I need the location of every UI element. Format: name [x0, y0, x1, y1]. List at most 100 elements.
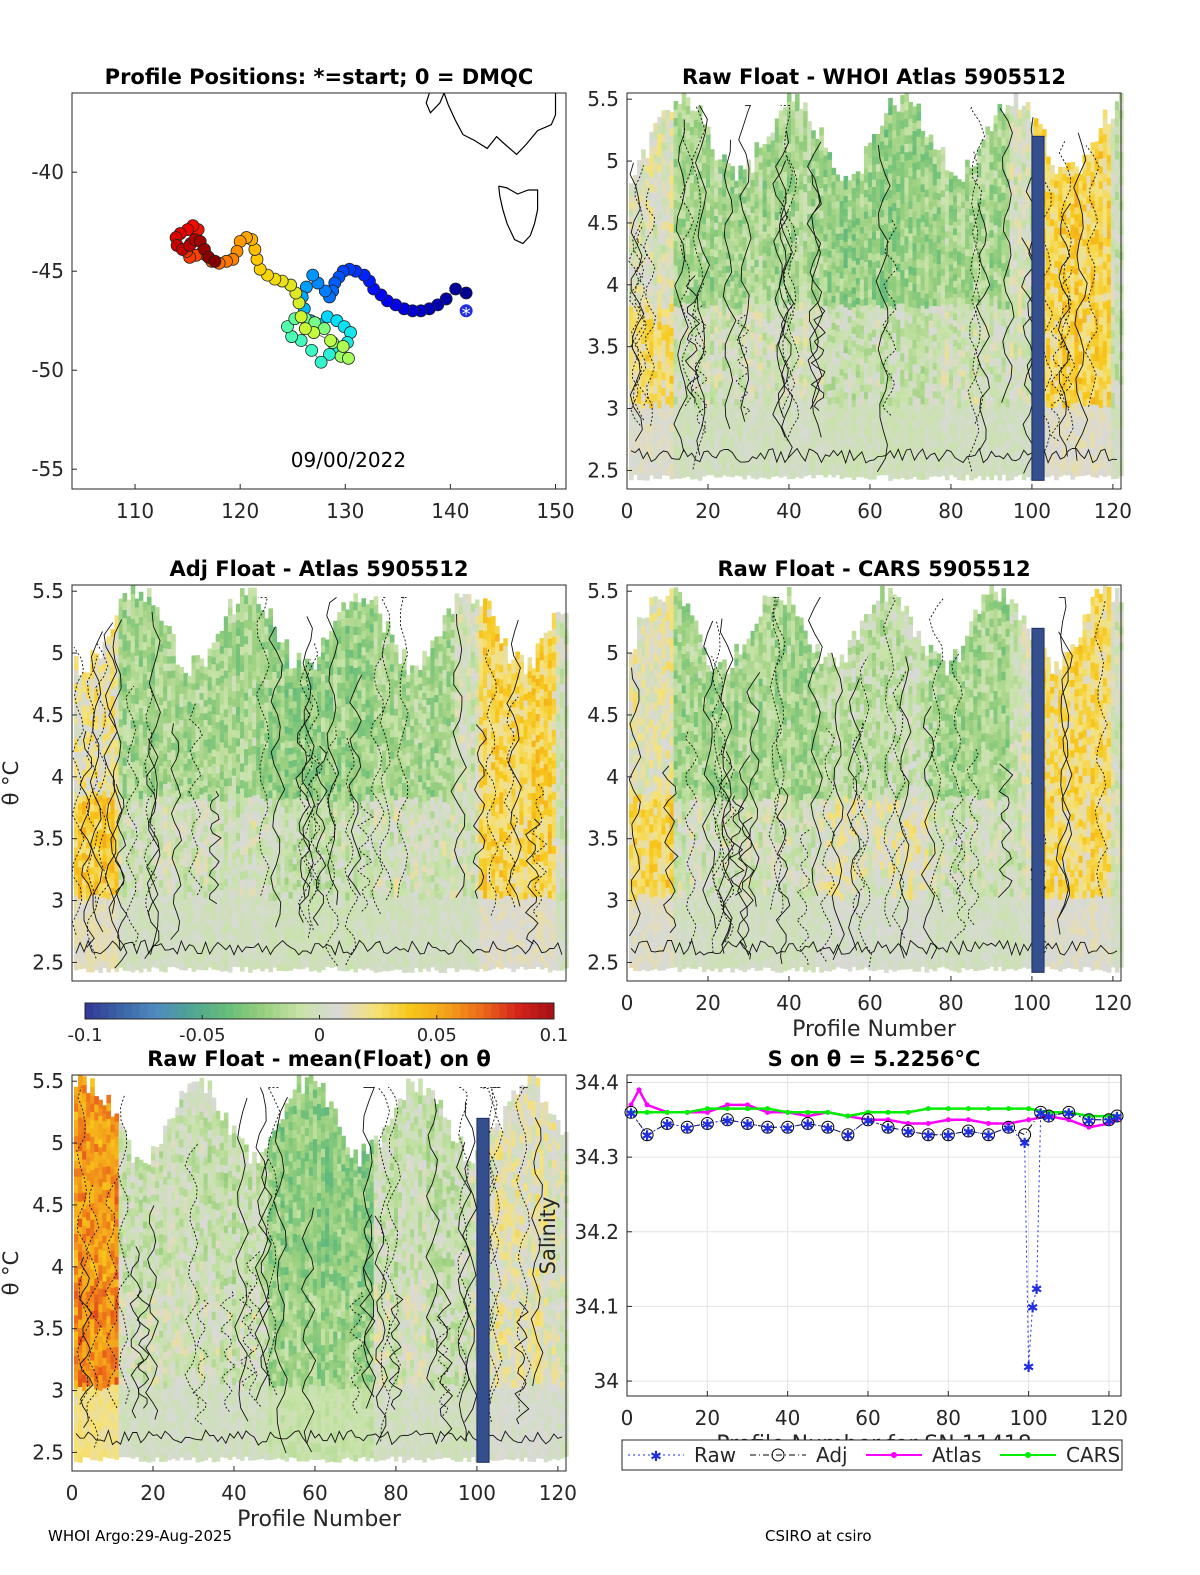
heatmap-cell	[900, 369, 905, 378]
heatmap-cell	[686, 180, 691, 189]
heatmap-cell	[925, 152, 930, 160]
heatmap-cell	[722, 196, 727, 204]
heatmap-cell	[832, 289, 837, 296]
heatmap-cell	[872, 254, 877, 262]
heatmap-cell	[848, 438, 853, 445]
heatmap-cell	[933, 376, 938, 384]
heatmap-cell	[698, 374, 703, 383]
heatmap-cell	[1050, 340, 1055, 347]
heatmap-cell	[742, 203, 747, 210]
heatmap-cell	[941, 268, 946, 276]
heatmap-cell	[657, 400, 662, 409]
heatmap-cell	[864, 355, 869, 363]
heatmap-cell	[1050, 462, 1055, 469]
heatmap-cell	[884, 215, 889, 224]
heatmap-cell	[1050, 266, 1055, 273]
heatmap-cell	[840, 194, 845, 201]
heatmap-cell	[718, 318, 723, 326]
heatmap-cell	[799, 278, 804, 287]
heatmap-cell	[767, 471, 772, 479]
heatmap-cell	[856, 364, 861, 371]
heatmap-cell	[641, 185, 646, 193]
heatmap-cell	[742, 243, 747, 250]
heatmap-cell	[852, 307, 857, 314]
heatmap-cell	[649, 296, 654, 304]
heatmap-cell	[840, 181, 845, 188]
heatmap-cell	[710, 390, 715, 398]
heatmap-cell	[872, 404, 877, 412]
heatmap-cell	[917, 365, 922, 374]
heatmap-cell	[803, 111, 808, 120]
heatmap-cell	[738, 388, 743, 395]
heatmap-cell	[823, 176, 828, 184]
heatmap-cell	[706, 429, 711, 437]
heatmap-cell	[1014, 126, 1019, 135]
heatmap-cell	[1026, 135, 1031, 144]
heatmap-cell	[908, 200, 913, 209]
heatmap-cell	[904, 320, 909, 329]
heatmap-cell	[722, 461, 727, 469]
heatmap-cell	[807, 390, 812, 398]
heatmap-cell	[674, 445, 679, 454]
heatmap-cell	[998, 349, 1003, 358]
heatmap-cell	[908, 298, 913, 307]
heatmap-cell	[787, 277, 792, 286]
heatmap-cell	[832, 175, 837, 182]
heatmap-cell	[860, 371, 865, 378]
heatmap-cell	[844, 379, 849, 386]
heatmap-cell	[799, 310, 804, 319]
heatmap-cell	[779, 190, 784, 199]
heatmap-cell	[840, 252, 845, 259]
heatmap-cell	[706, 407, 711, 415]
heatmap-cell	[682, 277, 687, 286]
heatmap-cell	[1002, 184, 1007, 192]
heatmap-cell	[1002, 200, 1007, 208]
heatmap-cell	[913, 396, 918, 405]
heatmap-cell	[957, 362, 962, 369]
heatmap-cell	[941, 425, 946, 433]
heatmap-cell	[783, 107, 788, 116]
heatmap-cell	[734, 200, 739, 207]
heatmap-cell	[957, 212, 962, 219]
heatmap-cell	[767, 352, 772, 360]
heatmap-cell	[998, 423, 1003, 432]
heatmap-cell	[657, 314, 662, 323]
heatmap-cell	[738, 253, 743, 260]
heatmap-cell	[759, 413, 764, 421]
heatmap-cell	[678, 218, 683, 227]
heatmap-cell	[908, 348, 913, 357]
heatmap-cell	[856, 297, 861, 304]
heatmap-cell	[1022, 220, 1027, 229]
heatmap-cell	[981, 280, 986, 288]
heatmap-cell	[751, 405, 756, 412]
heatmap-cell	[925, 137, 930, 145]
heatmap-cell	[775, 118, 780, 126]
heatmap-cell	[836, 181, 841, 188]
heatmap-cell	[686, 229, 691, 238]
heatmap-cell	[718, 456, 723, 464]
heatmap-cell	[888, 98, 893, 107]
heatmap-cell	[957, 440, 962, 447]
heatmap-cell	[674, 404, 679, 413]
heatmap-cell	[670, 423, 675, 432]
heatmap-cell	[653, 424, 658, 432]
heatmap-cell	[710, 432, 715, 440]
heatmap-cell	[714, 291, 719, 299]
heatmap-cell	[917, 332, 922, 341]
heatmap-cell	[981, 162, 986, 170]
heatmap-cell	[1050, 219, 1055, 226]
heatmap-cell	[1002, 427, 1007, 435]
heatmap-cell	[803, 403, 808, 412]
heatmap-cell	[961, 396, 966, 403]
heatmap-cell	[892, 430, 897, 439]
heatmap-cell	[937, 192, 942, 200]
heatmap-cell	[892, 203, 897, 212]
heatmap-cell	[767, 196, 772, 204]
heatmap-cell	[767, 404, 772, 412]
heatmap-cell	[799, 302, 804, 311]
heatmap-cell	[819, 188, 824, 196]
heatmap-cell	[678, 259, 683, 268]
heatmap-cell	[706, 278, 711, 286]
heatmap-cell	[888, 439, 893, 448]
heatmap-cell	[730, 220, 735, 227]
